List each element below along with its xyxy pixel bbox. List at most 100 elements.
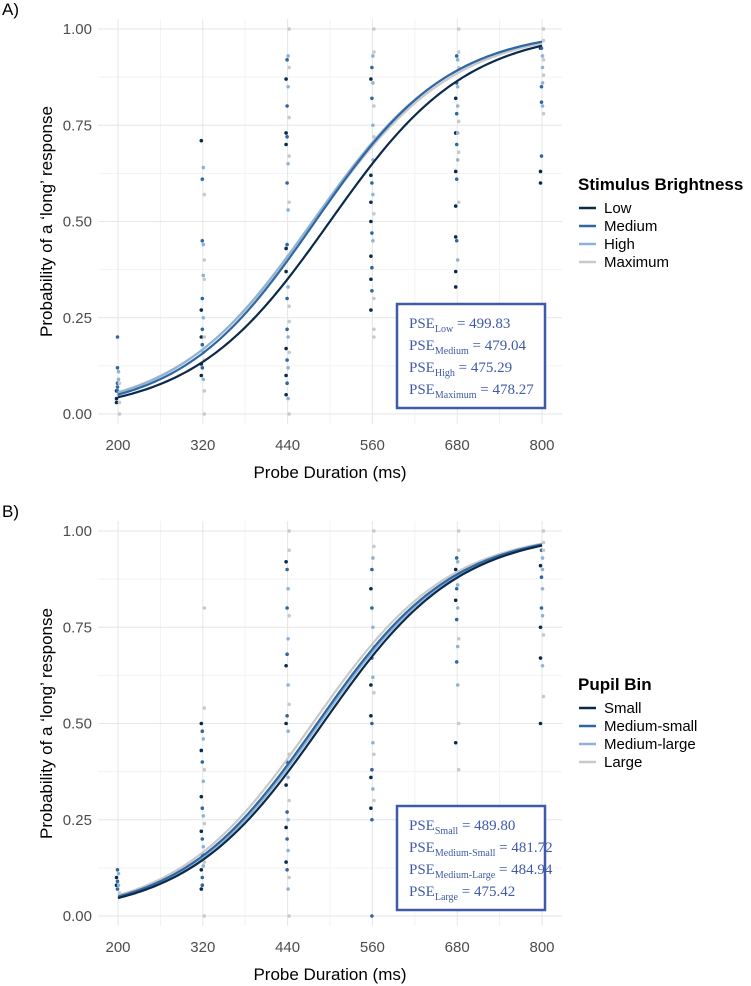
data-point [202,277,207,282]
data-point [287,529,291,533]
data-point [456,767,461,772]
x-tick-label: 200 [105,939,130,956]
data-point [454,586,459,591]
data-point [456,721,461,726]
data-point [285,868,289,872]
y-tick-label: 0.50 [63,214,92,231]
data-point [538,625,543,630]
legend-label: Small [604,700,642,717]
data-point [369,683,373,687]
data-point [372,212,376,216]
data-point [202,258,207,262]
data-point [456,548,461,553]
legend-title: Stimulus Brightness [578,175,743,194]
y-tick-label: 0.50 [63,716,92,733]
data-point [284,131,288,135]
data-point [540,65,545,70]
data-point [202,389,207,393]
data-point [284,373,288,378]
data-point [285,242,289,247]
data-point [284,860,288,864]
data-point [369,219,373,224]
data-point [455,258,460,262]
data-point [369,586,373,591]
data-point [116,369,121,374]
data-point [202,335,207,339]
data-point [372,798,376,803]
data-point [371,675,375,680]
y-tick-label: 0.75 [63,619,92,636]
data-point [454,617,459,622]
data-point [541,548,546,553]
x-tick-label: 560 [360,437,385,454]
data-point [201,377,206,382]
data-point [372,135,376,139]
data-point [202,821,207,826]
pse-label: PSEMedium-Small = 481.72 [409,840,553,859]
data-point [286,817,290,822]
data-point [284,560,288,564]
legend-label: Medium-small [604,718,697,735]
data-point [114,400,119,405]
data-point [454,238,459,243]
data-point [284,346,288,351]
data-point [539,606,544,610]
data-point [202,914,207,918]
data-point [372,27,376,31]
data-point [455,131,460,135]
pse-label: PSEHigh = 475.29 [409,360,512,379]
data-point [539,46,544,51]
data-point [539,100,544,104]
data-point [370,567,374,572]
data-point [286,161,290,166]
data-point [286,848,290,853]
x-tick-label: 440 [275,939,300,956]
x-tick-label: 800 [529,437,554,454]
data-point [286,775,290,780]
data-point [115,335,120,339]
data-point [371,787,375,791]
data-point [199,335,204,339]
y-tick-label: 0.00 [63,908,92,925]
legend-label: Medium [604,218,657,235]
data-point [285,58,289,62]
data-point [286,637,290,641]
data-point [371,192,375,197]
data-point [287,412,291,416]
data-point [202,860,207,864]
data-point [455,104,460,108]
pse-label: PSELarge = 475.42 [409,884,515,903]
data-point [286,586,290,591]
data-point [201,814,206,818]
annotation-box [395,302,547,410]
data-point [456,150,461,154]
data-point [286,683,290,687]
data-point [369,277,373,282]
data-point [199,829,204,834]
data-point [286,54,290,58]
data-point [453,740,458,745]
data-point [538,181,543,185]
data-point [456,637,461,641]
data-point [287,154,291,158]
data-point [285,104,289,108]
data-point [369,806,373,810]
data-point [453,235,458,239]
data-point [287,200,291,205]
data-point [199,794,204,799]
data-point [369,77,373,81]
data-point [370,606,374,610]
y-tick-label: 0.25 [63,812,92,829]
data-point [453,169,458,174]
data-point [286,887,290,891]
data-point [538,563,543,568]
legend-label: Low [604,200,632,217]
data-point [453,285,458,289]
data-point [456,50,461,54]
data-point [372,544,376,549]
data-point [285,567,289,572]
data-point [453,96,458,101]
legend-label: Medium-large [604,736,696,753]
data-point [371,740,375,745]
data-point [199,373,204,378]
